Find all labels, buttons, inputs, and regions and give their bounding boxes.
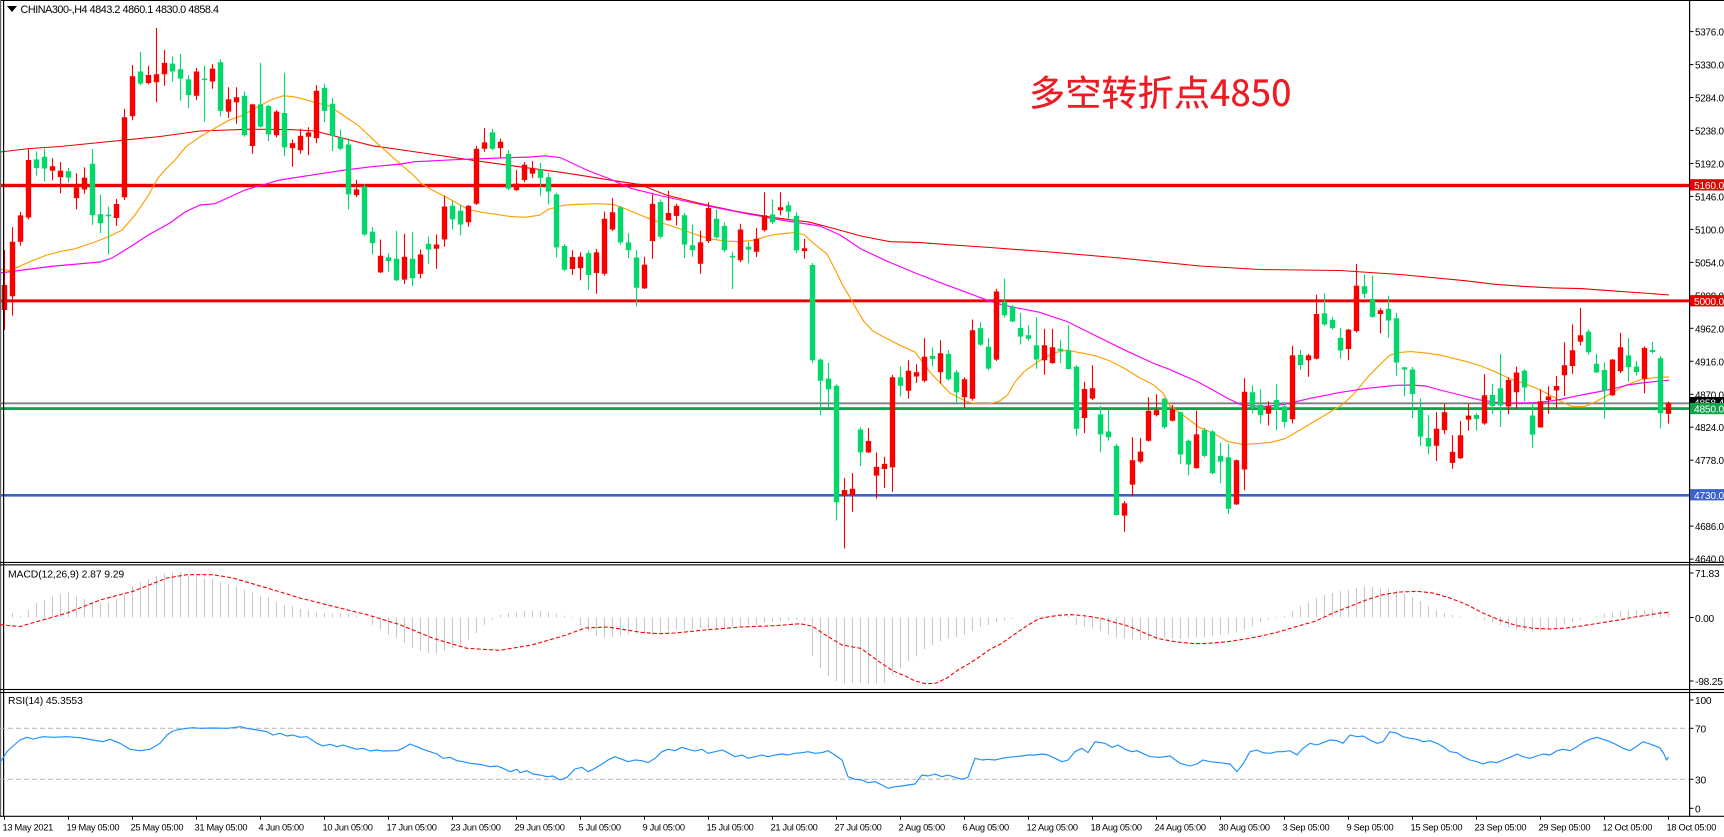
- svg-text:4 Jun 05:00: 4 Jun 05:00: [259, 823, 304, 833]
- svg-text:MACD(12,26,9) 2.87 9.29: MACD(12,26,9) 2.87 9.29: [8, 570, 124, 581]
- svg-text:0.00: 0.00: [1695, 614, 1715, 625]
- svg-text:5054.0: 5054.0: [1695, 258, 1724, 269]
- svg-text:4850.0: 4850.0: [1694, 405, 1724, 416]
- svg-text:27 Jul 05:00: 27 Jul 05:00: [835, 823, 882, 833]
- svg-text:17 Jun 05:00: 17 Jun 05:00: [387, 823, 437, 833]
- svg-text:18 Aug 05:00: 18 Aug 05:00: [1091, 823, 1142, 833]
- svg-text:30 Aug 05:00: 30 Aug 05:00: [1219, 823, 1270, 833]
- svg-text:23 Jun 05:00: 23 Jun 05:00: [451, 823, 501, 833]
- svg-text:4778.0: 4778.0: [1695, 456, 1724, 467]
- svg-text:31 May 05:00: 31 May 05:00: [195, 823, 248, 833]
- svg-text:30: 30: [1695, 775, 1706, 786]
- svg-text:24 Aug 05:00: 24 Aug 05:00: [1155, 823, 1206, 833]
- svg-text:10 Jun 05:00: 10 Jun 05:00: [323, 823, 373, 833]
- svg-text:4870.0: 4870.0: [1695, 390, 1724, 401]
- svg-text:70: 70: [1695, 724, 1706, 735]
- svg-text:29 Sep 05:00: 29 Sep 05:00: [1539, 823, 1591, 833]
- svg-text:100: 100: [1695, 696, 1712, 707]
- svg-text:5238.0: 5238.0: [1695, 127, 1724, 138]
- svg-text:29 Jun 05:00: 29 Jun 05:00: [515, 823, 565, 833]
- svg-text:25 May 05:00: 25 May 05:00: [131, 823, 184, 833]
- svg-text:15 Jul 05:00: 15 Jul 05:00: [707, 823, 754, 833]
- svg-text:5284.0: 5284.0: [1695, 94, 1724, 105]
- svg-text:71.83: 71.83: [1695, 569, 1720, 580]
- svg-text:19 May 05:00: 19 May 05:00: [67, 823, 120, 833]
- svg-text:6 Aug 05:00: 6 Aug 05:00: [963, 823, 1009, 833]
- svg-text:5000.0: 5000.0: [1694, 297, 1724, 308]
- svg-text:4730.0: 4730.0: [1694, 491, 1724, 502]
- svg-text:5330.0: 5330.0: [1695, 61, 1724, 72]
- svg-text:21 Jul 05:00: 21 Jul 05:00: [771, 823, 818, 833]
- svg-text:12 Aug 05:00: 12 Aug 05:00: [1027, 823, 1078, 833]
- svg-text:CHINA300-,H4 4843.2 4860.1 48: CHINA300-,H4 4843.2 4860.1 4830.0 4858.4: [21, 4, 220, 16]
- svg-text:4824.0: 4824.0: [1695, 423, 1724, 434]
- svg-text:4640.0: 4640.0: [1695, 554, 1724, 565]
- svg-text:5 Jul 05:00: 5 Jul 05:00: [579, 823, 621, 833]
- svg-text:4686.0: 4686.0: [1695, 522, 1724, 533]
- svg-text:5160.0: 5160.0: [1694, 181, 1724, 192]
- svg-text:2 Aug 05:00: 2 Aug 05:00: [899, 823, 945, 833]
- svg-text:5146.0: 5146.0: [1695, 192, 1724, 203]
- svg-text:12 Oct 05:00: 12 Oct 05:00: [1603, 823, 1653, 833]
- svg-text:4962.0: 4962.0: [1695, 324, 1724, 335]
- svg-text:9 Sep 05:00: 9 Sep 05:00: [1347, 823, 1394, 833]
- svg-text:3 Sep 05:00: 3 Sep 05:00: [1283, 823, 1330, 833]
- svg-text:23 Sep 05:00: 23 Sep 05:00: [1475, 823, 1527, 833]
- svg-text:5376.0: 5376.0: [1695, 28, 1724, 39]
- svg-text:15 Sep 05:00: 15 Sep 05:00: [1411, 823, 1463, 833]
- svg-text:RSI(14) 45.3553: RSI(14) 45.3553: [8, 696, 83, 707]
- svg-text:13 May 2021: 13 May 2021: [3, 823, 54, 833]
- svg-text:5100.0: 5100.0: [1695, 225, 1724, 236]
- svg-text:18 Oct 05:00: 18 Oct 05:00: [1667, 823, 1717, 833]
- svg-text:0: 0: [1695, 804, 1701, 815]
- svg-text:4916.0: 4916.0: [1695, 357, 1724, 368]
- svg-text:9 Jul 05:00: 9 Jul 05:00: [643, 823, 685, 833]
- svg-text:-98.25: -98.25: [1695, 677, 1723, 688]
- svg-text:5192.0: 5192.0: [1695, 160, 1724, 171]
